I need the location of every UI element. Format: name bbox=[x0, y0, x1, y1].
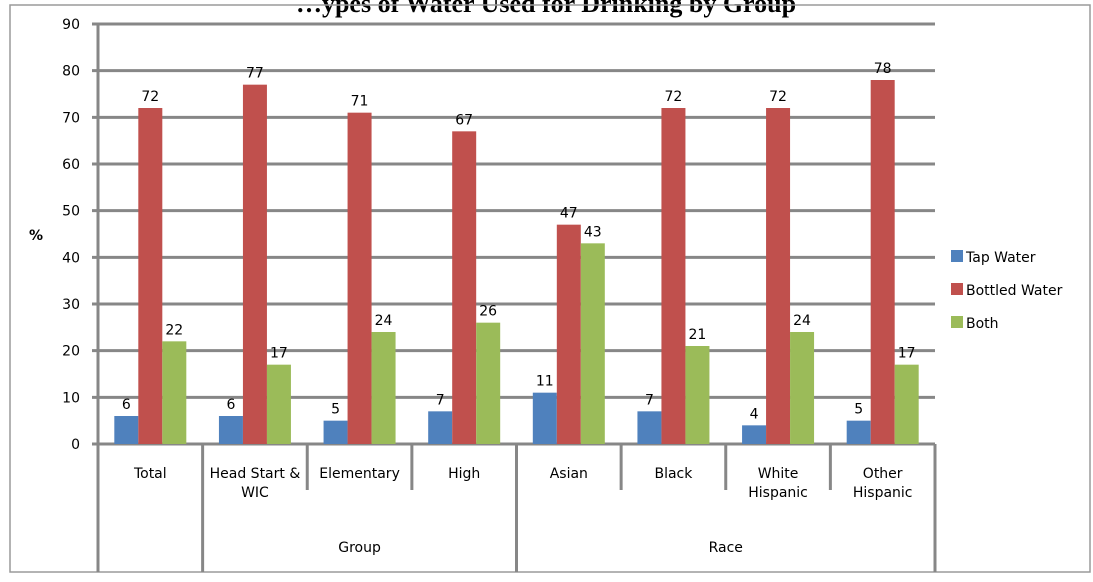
legend-label: Tap Water bbox=[965, 250, 1036, 266]
data-label: 11 bbox=[536, 374, 554, 390]
legend-swatch bbox=[951, 316, 963, 328]
category-label: Other bbox=[863, 466, 903, 482]
data-label: 43 bbox=[584, 224, 602, 240]
bar bbox=[556, 224, 581, 444]
data-label: 7 bbox=[645, 392, 654, 408]
bar bbox=[218, 416, 243, 444]
bar bbox=[347, 112, 372, 445]
category-label: Total bbox=[133, 466, 167, 482]
bar bbox=[661, 108, 686, 444]
y-tick-label: 40 bbox=[62, 250, 80, 266]
bar bbox=[894, 364, 919, 444]
y-tick-label: 0 bbox=[71, 437, 80, 453]
group-label: Race bbox=[709, 540, 743, 556]
data-label: 17 bbox=[270, 346, 288, 362]
y-tick-label: 50 bbox=[62, 204, 80, 220]
bar bbox=[685, 346, 710, 444]
legend-label: Bottled Water bbox=[966, 283, 1063, 299]
bar bbox=[766, 108, 791, 444]
data-label: 7 bbox=[436, 392, 445, 408]
data-label: 17 bbox=[898, 346, 916, 362]
bar bbox=[476, 322, 501, 444]
y-tick-label: 70 bbox=[62, 110, 80, 126]
y-tick-label: 20 bbox=[62, 344, 80, 360]
bar bbox=[637, 411, 662, 444]
data-label: 26 bbox=[479, 304, 497, 320]
data-label: 6 bbox=[226, 397, 235, 413]
category-label: Asian bbox=[550, 466, 588, 482]
legend: Tap Water Bottled Water Both bbox=[951, 250, 1063, 332]
bar bbox=[870, 80, 895, 444]
bar bbox=[532, 392, 557, 444]
bar bbox=[846, 420, 871, 444]
data-labels: 6 6 5 7 11 7 4 5 72 77 71 67 47 72 72 78 22 17 24 26 43 21 24 1… bbox=[122, 61, 916, 422]
legend-swatch bbox=[951, 283, 963, 295]
data-label: 67 bbox=[455, 112, 473, 128]
data-label: 71 bbox=[351, 94, 369, 110]
data-label: 77 bbox=[246, 66, 264, 82]
y-tick-label: 30 bbox=[62, 297, 80, 313]
category-label: Black bbox=[654, 466, 693, 482]
category-label: Hispanic bbox=[748, 485, 808, 501]
data-label: 72 bbox=[665, 89, 683, 105]
bar bbox=[242, 84, 267, 445]
y-tick-label: 10 bbox=[62, 390, 80, 406]
group-label: Group bbox=[338, 540, 381, 556]
category-label: Head Start & bbox=[210, 466, 301, 482]
chart-title: …ypes of Water Used for Drinking by Grou… bbox=[296, 0, 796, 18]
bar bbox=[452, 131, 477, 445]
bar bbox=[266, 364, 291, 444]
category-label: Hispanic bbox=[853, 485, 913, 501]
data-label: 5 bbox=[331, 402, 340, 418]
y-axis-label: % bbox=[29, 228, 43, 244]
data-label: 47 bbox=[560, 206, 578, 222]
y-tick-label: 60 bbox=[62, 157, 80, 173]
axes: 0 10 20 30 40 50 60 70 80 90 bbox=[62, 17, 100, 453]
category-label: High bbox=[448, 466, 480, 482]
data-label: 6 bbox=[122, 397, 131, 413]
data-label: 72 bbox=[141, 89, 159, 105]
data-label: 21 bbox=[689, 327, 707, 343]
data-label: 24 bbox=[375, 313, 393, 329]
y-tick-label: 90 bbox=[62, 17, 80, 33]
category-label: White bbox=[758, 466, 799, 482]
bars bbox=[114, 80, 919, 445]
data-label: 5 bbox=[854, 402, 863, 418]
data-label: 4 bbox=[750, 406, 759, 422]
bar bbox=[162, 341, 187, 444]
category-axis: Total Head Start & WIC Elementary High Asian B… bbox=[96, 444, 937, 572]
chart-border bbox=[9, 4, 1091, 573]
data-label: 24 bbox=[793, 313, 811, 329]
bar bbox=[790, 332, 815, 444]
category-label: WIC bbox=[241, 485, 269, 501]
y-tick-label: 80 bbox=[62, 64, 80, 80]
bar bbox=[371, 332, 396, 444]
bar bbox=[742, 425, 767, 444]
bar bbox=[114, 416, 139, 444]
bar bbox=[323, 420, 348, 444]
data-label: 72 bbox=[769, 89, 787, 105]
bar bbox=[428, 411, 453, 444]
category-label: Elementary bbox=[319, 466, 400, 482]
bar bbox=[138, 108, 163, 444]
legend-label: Both bbox=[966, 316, 999, 332]
legend-swatch bbox=[951, 250, 963, 262]
data-label: 78 bbox=[874, 61, 892, 77]
data-label: 22 bbox=[165, 322, 183, 338]
bar bbox=[580, 243, 605, 444]
